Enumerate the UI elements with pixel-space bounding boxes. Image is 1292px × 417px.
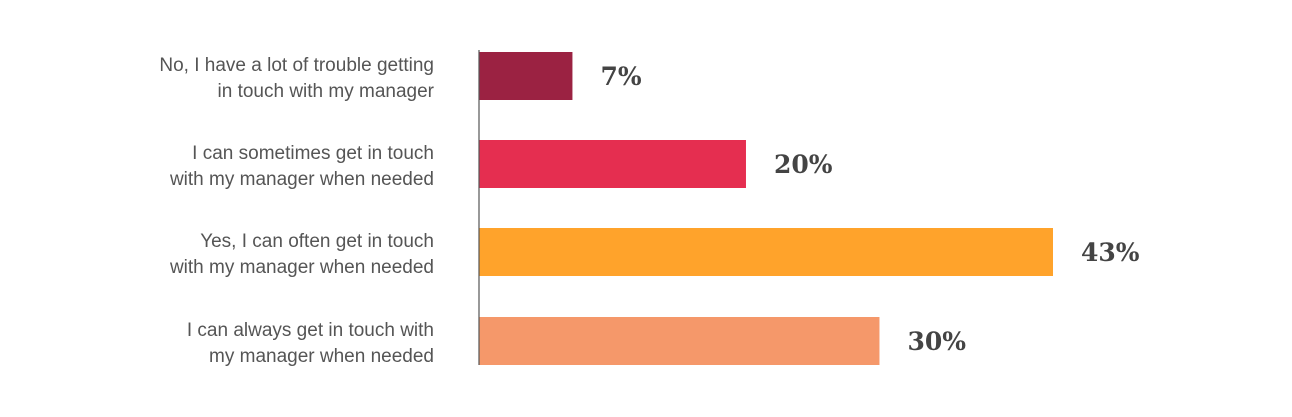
bar-3: [479, 228, 1053, 276]
value-label-1: 7%: [600, 62, 641, 91]
category-labels-group: No, I have a lot of trouble getting in to…: [159, 55, 434, 367]
category-label-2-line-1: I can sometimes get in touch: [192, 143, 434, 164]
category-label-4-line-2: my manager when needed: [209, 346, 434, 367]
bar-2: [479, 140, 746, 188]
category-label-1-line-1: No, I have a lot of trouble getting: [159, 55, 434, 76]
category-label-4-line-1: I can always get in touch with: [187, 320, 434, 341]
value-labels-group: 7% 20% 43% 30%: [600, 62, 1139, 356]
bar-4: [479, 317, 880, 365]
value-label-4: 30%: [907, 327, 966, 356]
value-label-3: 43%: [1081, 238, 1140, 267]
category-label-2-line-2: with my manager when needed: [169, 169, 434, 190]
category-label-3-line-2: with my manager when needed: [169, 257, 434, 278]
value-label-2: 20%: [774, 150, 833, 179]
bar-1: [479, 52, 573, 100]
category-label-3-line-1: Yes, I can often get in touch: [200, 231, 434, 252]
bars-group: [479, 52, 1053, 365]
category-label-1-line-2: in touch with my manager: [218, 81, 435, 102]
